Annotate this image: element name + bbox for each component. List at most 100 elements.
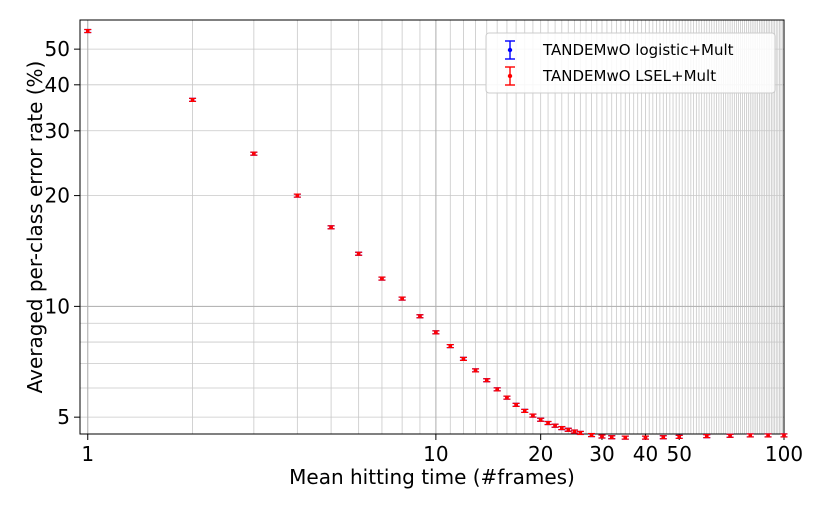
marker (514, 403, 518, 407)
legend-label-logistic: TANDEMwO logistic+Mult (542, 41, 734, 59)
marker (356, 251, 361, 256)
tick-labels: 1 10 20 30 40 50 100 5 10 20 30 40 50 (45, 37, 804, 466)
marker (728, 433, 732, 438)
point-lsel (675, 434, 683, 439)
marker (85, 29, 90, 33)
point-lsel (544, 420, 552, 426)
x-tick-label: 1 (81, 442, 94, 466)
x-tick-label: 100 (765, 442, 803, 466)
x-tick-label: 30 (589, 442, 614, 466)
point-lsel (558, 425, 566, 431)
point-lsel (703, 434, 711, 439)
marker (553, 423, 557, 428)
point-lsel (598, 434, 606, 439)
x-tick-label: 10 (423, 442, 448, 466)
marker (461, 357, 466, 361)
legend: TANDEMwO logistic+Mult TANDEMwO LSEL+Mul… (485, 32, 776, 94)
marker (522, 409, 527, 413)
marker (748, 433, 753, 438)
marker (400, 296, 404, 301)
point-lsel (416, 314, 424, 319)
point-lsel (459, 356, 467, 361)
point-lsel (746, 433, 754, 438)
marker (538, 417, 543, 422)
point-lsel (659, 435, 667, 440)
point-lsel (529, 413, 537, 418)
marker (484, 378, 489, 383)
plot-frame (79, 19, 785, 435)
point-lsel (293, 193, 301, 198)
marker (329, 225, 333, 230)
point-lsel (84, 28, 92, 34)
marker (661, 435, 666, 440)
y-tick-label: 30 (45, 119, 70, 143)
point-lsel (503, 395, 511, 400)
point-lsel (446, 343, 454, 349)
point-lsel (432, 330, 440, 335)
marker (295, 193, 300, 198)
marker (578, 431, 583, 435)
marker (473, 368, 478, 373)
marker (704, 434, 709, 438)
marker (434, 330, 438, 335)
point-lsel (250, 151, 258, 156)
y-tick-label: 10 (45, 294, 70, 318)
point-lsel (570, 429, 578, 434)
point-lsel (576, 430, 584, 436)
marker (623, 435, 628, 440)
point-lsel (780, 433, 788, 438)
legend-dot (507, 73, 513, 79)
marker (495, 387, 499, 392)
point-lsel (588, 432, 596, 438)
marker (418, 314, 422, 319)
point-lsel (355, 251, 363, 256)
point-lsel (608, 435, 616, 440)
legend-marker-lsel (505, 66, 515, 86)
point-lsel (189, 97, 197, 102)
marker (560, 426, 564, 430)
y-tick-label: 5 (57, 405, 70, 429)
point-lsel (521, 408, 529, 413)
marker (448, 344, 453, 348)
x-tick-label: 50 (666, 442, 691, 466)
point-lsel (641, 435, 649, 440)
point-lsel (398, 296, 406, 301)
legend-label-lsel: TANDEMwO LSEL+Mult (542, 67, 716, 85)
marker (572, 429, 577, 434)
point-lsel (564, 427, 572, 432)
point-lsel (512, 402, 520, 407)
legend-box (485, 32, 776, 94)
point-lsel (537, 417, 545, 422)
marker (252, 151, 256, 156)
marker (505, 395, 509, 400)
marker (782, 433, 786, 438)
marker (380, 276, 384, 281)
marker (566, 427, 571, 432)
y-tick-label: 20 (45, 184, 70, 208)
point-lsel (621, 435, 629, 440)
data-marks (84, 28, 788, 440)
legend-dot (507, 47, 513, 53)
point-lsel (726, 433, 734, 438)
marker (766, 433, 770, 438)
point-lsel (472, 368, 480, 373)
x-tick-label: 20 (528, 442, 553, 466)
marker (609, 435, 614, 440)
point-lsel (551, 423, 559, 428)
marker (546, 421, 550, 425)
marker (677, 435, 682, 439)
marker (643, 435, 648, 440)
marker (600, 434, 604, 439)
point-lsel (483, 378, 491, 383)
legend-marker-logistic (505, 40, 515, 60)
x-tick-label: 40 (633, 442, 658, 466)
point-lsel (764, 433, 772, 438)
point-lsel (327, 225, 335, 230)
point-lsel (493, 387, 501, 392)
marker (531, 413, 535, 418)
y-axis-title: Averaged per-class error rate (%) (23, 61, 47, 394)
x-axis-title: Mean hitting time (#frames) (289, 465, 575, 489)
marker (190, 98, 195, 102)
marker (589, 433, 594, 437)
